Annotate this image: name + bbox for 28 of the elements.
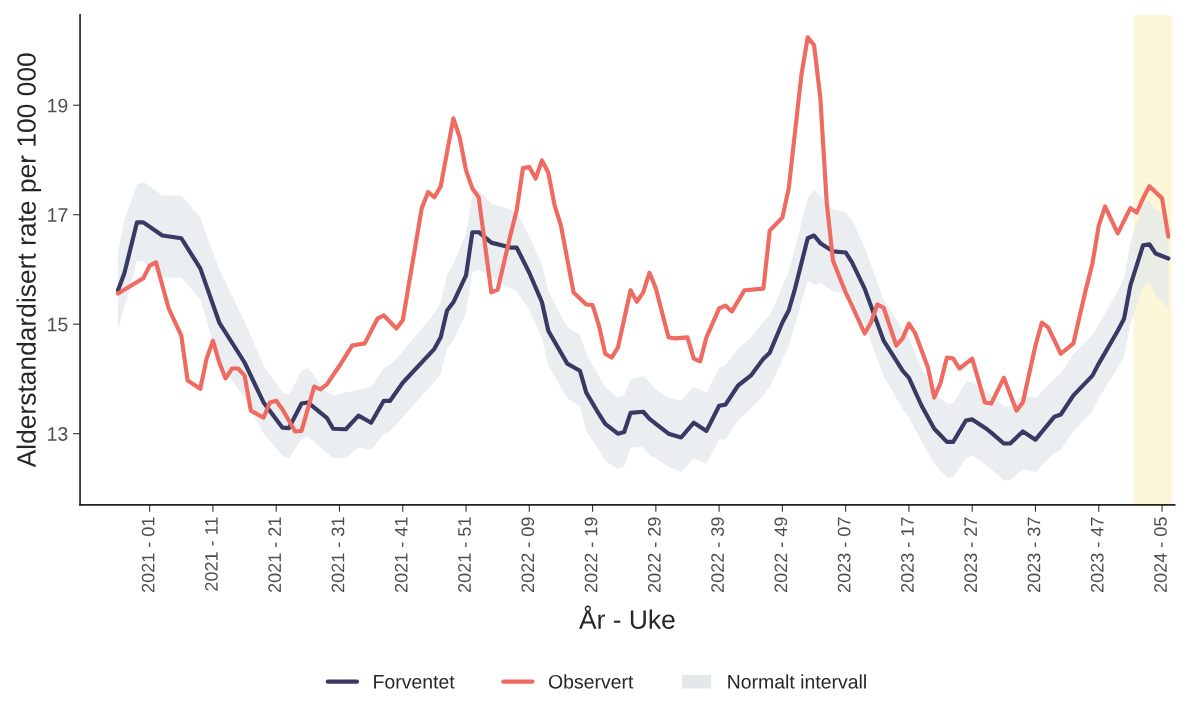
- x-axis-title: År - Uke: [579, 605, 675, 629]
- y-tick-label: 15: [48, 317, 68, 332]
- line-series: [115, 220, 1171, 446]
- x-tick-label: 2023 - 27: [964, 517, 978, 592]
- y-axis-title: Alderstandardisert rate per 100 000: [16, 53, 42, 468]
- x-tick-label: 2022 - 39: [711, 517, 724, 592]
- y-tick-label: 13: [48, 427, 68, 441]
- x-tick-label: 2021 - 31: [331, 517, 345, 592]
- y-tick-label: 17: [48, 208, 68, 222]
- x-tick-label: 2021 - 11: [205, 517, 218, 591]
- legend-label: Forventet: [374, 675, 455, 689]
- x-tick-label: 2022 - 09: [521, 517, 535, 592]
- x-tick-label: 2021 - 21: [268, 517, 282, 592]
- x-tick-label: 2021 - 51: [458, 517, 471, 592]
- x-tick-label: 2021 - 01: [141, 517, 155, 592]
- legend-label: Observert: [548, 674, 634, 689]
- x-tick-label: 2024 - 05: [1154, 517, 1167, 592]
- x-tick-label: 2022 - 29: [647, 517, 661, 592]
- x-tick-label: 2022 - 49: [774, 517, 788, 592]
- x-tick-label: 2022 - 19: [584, 517, 598, 592]
- text: Normalt intervall: [728, 674, 866, 689]
- x-tick-label: 2021 - 41: [394, 517, 408, 592]
- x-tick-label: 2023 - 37: [1027, 517, 1041, 592]
- x-tick-label: 2023 - 47: [1090, 517, 1104, 592]
- x-tick-label: 2023 - 07: [837, 517, 851, 592]
- x-tick-label: 2023 - 17: [901, 517, 914, 592]
- y-tick-label: 19: [48, 98, 68, 113]
- line-series: [115, 35, 1171, 434]
